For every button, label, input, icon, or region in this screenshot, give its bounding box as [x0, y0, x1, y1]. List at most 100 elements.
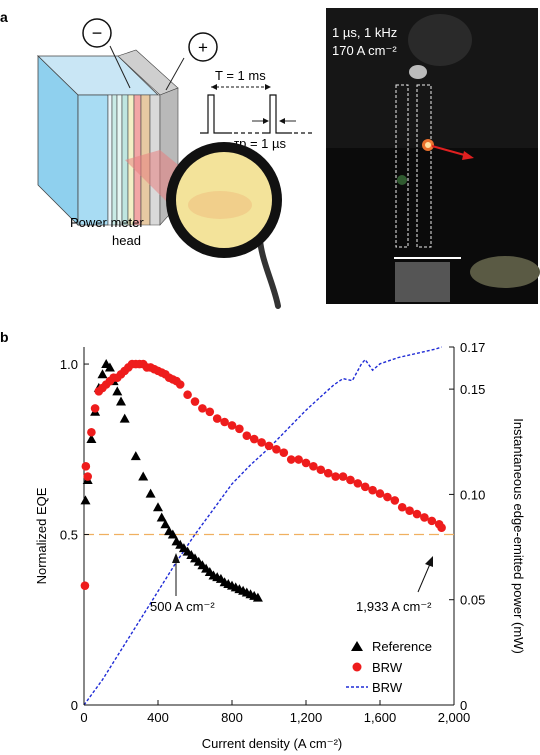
brw-point [427, 516, 437, 526]
y-axis-ticks: 0 0.5 1.0 [60, 357, 89, 713]
plus-terminal: + [188, 32, 218, 62]
reference-point [160, 519, 171, 529]
legend: Reference BRW BRW [346, 639, 432, 695]
brw-point [87, 427, 96, 437]
brw-point [81, 462, 91, 471]
annotation-500-text: 500 A cm⁻² [150, 599, 215, 614]
device-photo: 1 µs, 1 kHz 170 A cm⁻² [326, 8, 540, 304]
brw-point [257, 438, 266, 447]
brw-point [212, 414, 222, 423]
pulse-diagram: T = 1 ms τp = 1 µs [200, 68, 312, 151]
x-tick-label: 800 [221, 710, 243, 725]
reference-point [153, 502, 163, 512]
x-axis-title: Current density (A cm⁻²) [202, 736, 343, 751]
y2-tick-label: 0.17 [460, 340, 485, 355]
brw-point [353, 479, 363, 488]
reference-point [130, 451, 141, 461]
brw-point [301, 458, 311, 468]
brw-point [397, 502, 407, 512]
y-tick-label: 0.5 [60, 528, 78, 543]
brw-point [323, 468, 333, 478]
reference-point [104, 362, 115, 372]
x-tick-label: 1,600 [364, 710, 397, 725]
brw-point [316, 465, 326, 475]
reference-point [138, 471, 149, 481]
brw-point [309, 462, 318, 471]
brw-point [279, 448, 289, 457]
brw-point [383, 492, 392, 502]
brw-point [286, 455, 296, 464]
brw-point [338, 472, 348, 481]
brw-point [90, 404, 100, 413]
device-schematic [37, 45, 215, 226]
x-tick-label: 2,000 [438, 710, 471, 725]
power-meter-label-line1: Power meter [70, 215, 144, 230]
x-axis-ticks: 0 400 800 1,200 1,600 2,000 [80, 700, 470, 725]
legend-label-reference: Reference [372, 639, 432, 654]
plus-sign: + [198, 38, 208, 57]
brw-eqe-series [80, 359, 446, 590]
reference-point [86, 434, 97, 444]
brw-point [235, 424, 244, 434]
brw-point [331, 472, 340, 481]
brw-point [360, 482, 370, 492]
brw-point [175, 380, 185, 389]
brw-point [242, 431, 252, 440]
brw-point [249, 434, 259, 444]
minus-sign: − [92, 23, 103, 43]
y2-tick-label: 0 [460, 698, 467, 713]
reference-point [97, 369, 108, 379]
legend-marker-reference [351, 641, 363, 651]
reference-point [156, 512, 167, 522]
brw-point [83, 472, 92, 481]
brw-point [80, 581, 90, 590]
brw-point [220, 417, 229, 427]
power-meter-label-line2: head [112, 233, 141, 248]
y2-tick-label: 0.10 [460, 487, 485, 502]
reference-series [80, 359, 263, 602]
brw-point [272, 444, 281, 454]
brw-point [190, 397, 200, 406]
minus-terminal: − [82, 18, 112, 48]
brw-power-series [83, 346, 442, 706]
x-tick-label: 400 [147, 710, 169, 725]
annotation-500: 500 A cm⁻² [150, 553, 215, 614]
brw-point [183, 390, 192, 400]
y2-axis-ticks: 0 0.05 0.10 0.15 0.17 [449, 340, 485, 713]
brw-point [420, 513, 429, 522]
photo-caption-line1: 1 µs, 1 kHz [332, 25, 397, 40]
y2-axis-title: Instantaneous edge-emitted power (mW) [511, 418, 526, 654]
annotation-1933-text: 1,933 A cm⁻² [356, 599, 432, 614]
brw-point [405, 506, 414, 515]
brw-point [368, 485, 377, 495]
legend-marker-brw-points [352, 662, 362, 672]
reference-point [252, 592, 263, 602]
panel-a-label: a [0, 9, 8, 25]
brw-point [264, 441, 274, 451]
panel-b-label: b [0, 329, 9, 345]
reference-point [167, 529, 178, 539]
brw-power-line [83, 346, 442, 706]
brw-point [227, 421, 237, 430]
reference-point [80, 495, 91, 505]
brw-point [294, 455, 303, 464]
brw-point [205, 407, 215, 417]
y-tick-label: 1.0 [60, 357, 78, 372]
brw-point [437, 523, 446, 533]
x-tick-label: 1,200 [290, 710, 323, 725]
reference-point [145, 488, 156, 498]
brw-point [375, 489, 385, 498]
reference-point [112, 386, 123, 396]
y2-tick-label: 0.15 [460, 382, 485, 397]
legend-label-brw-line: BRW [372, 680, 403, 695]
reference-point [119, 413, 130, 423]
power-meter-head: Power meter head [70, 142, 282, 309]
x-tick-label: 0 [80, 710, 87, 725]
photo-caption-line2: 170 A cm⁻² [332, 43, 397, 58]
y-axis-title: Normalized EQE [34, 487, 49, 584]
plot-frame [83, 347, 455, 706]
y-tick-label: 0 [71, 698, 78, 713]
reference-point [116, 396, 126, 406]
brw-point [346, 475, 355, 485]
annotation-1933: 1,933 A cm⁻² [356, 556, 433, 614]
